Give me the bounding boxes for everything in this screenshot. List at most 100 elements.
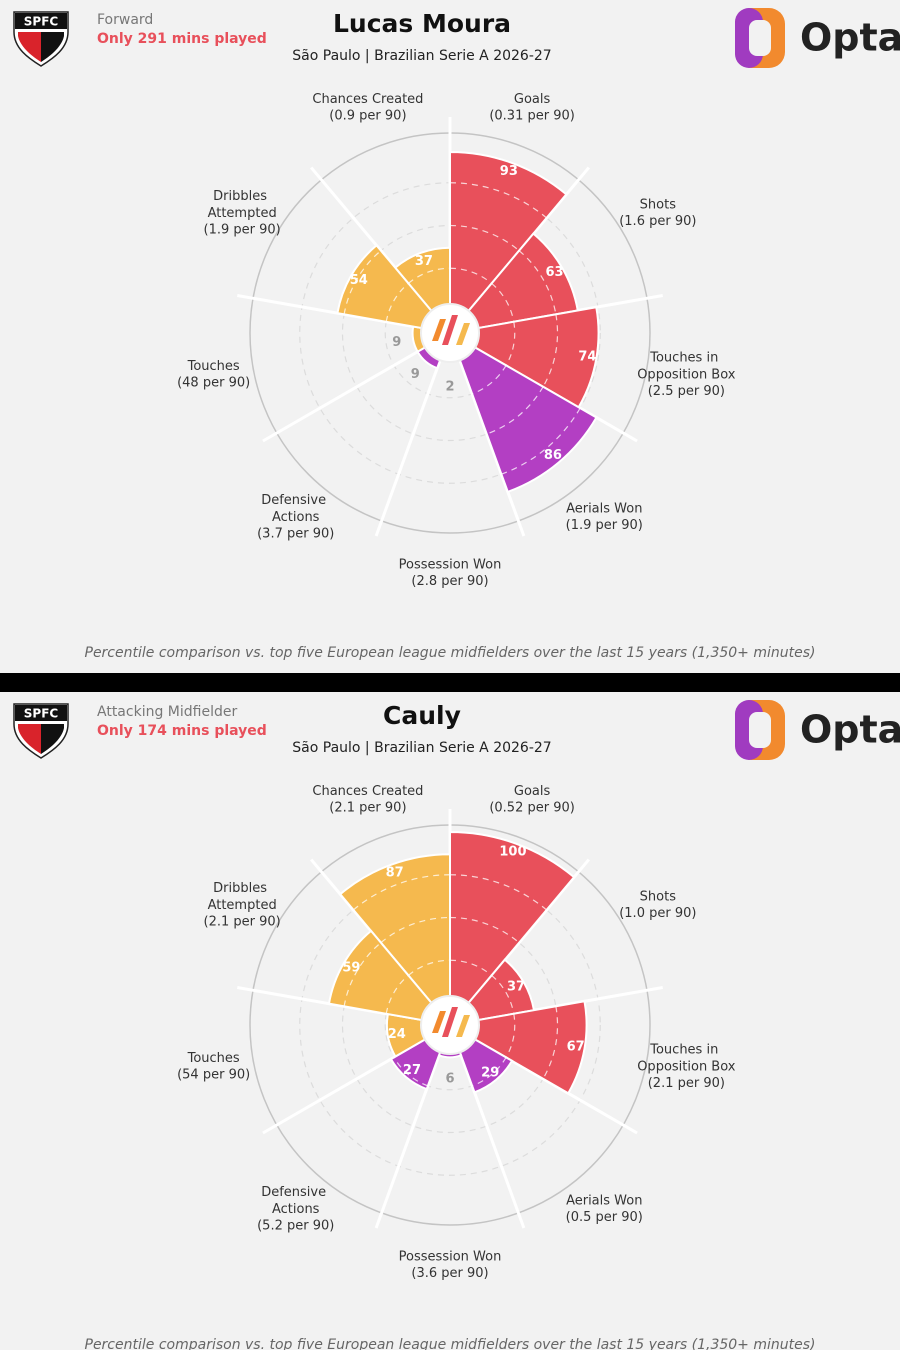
slice-ring [491, 282, 515, 322]
category-label: Possession Won [399, 557, 502, 572]
value-label: 27 [403, 1063, 421, 1078]
per90-label: (48 per 90) [177, 376, 250, 391]
value-label: 59 [342, 961, 360, 976]
logo-hole [749, 20, 771, 56]
per90-label: (0.52 per 90) [489, 800, 575, 815]
slice-ring [449, 874, 547, 911]
value-label: 100 [499, 845, 526, 860]
slice-ring [491, 974, 515, 1014]
slice-ring [353, 874, 451, 911]
value-label: 37 [507, 979, 525, 994]
position: Forward [97, 12, 153, 28]
category-label: Goals [514, 783, 551, 798]
category-label: Goals [514, 91, 551, 106]
slice-ring [505, 321, 516, 366]
value-label: 2 [445, 380, 454, 395]
center-logo-mark [442, 1007, 458, 1037]
subtitle: São Paulo | Brazilian Serie A 2026-27 [292, 740, 551, 756]
center-logo-mark [432, 1011, 446, 1033]
slice-ring [471, 365, 507, 395]
value-label: 9 [411, 367, 420, 382]
per90-label: (5.2 per 90) [257, 1218, 334, 1233]
category-label: Defensive Actions [261, 1184, 330, 1216]
badge-stripe [41, 724, 64, 754]
slice-ring [449, 224, 520, 252]
slice-ring [542, 314, 559, 388]
slice-ring [542, 1006, 559, 1080]
center-logo-mark [442, 315, 458, 345]
category-label: Touches [187, 1051, 240, 1066]
per90-label: (54 per 90) [177, 1068, 250, 1083]
per90-label: (0.9 per 90) [329, 108, 406, 123]
badge-band [15, 705, 67, 721]
value-label: 87 [386, 865, 404, 880]
slice-ring [407, 959, 451, 976]
per90-label: (2.5 per 90) [648, 384, 725, 399]
value-label: 9 [392, 335, 401, 350]
badge-stripe [18, 32, 41, 62]
slice-divider [374, 353, 444, 537]
center-logo-mark [432, 319, 446, 341]
slice-ring [380, 916, 451, 944]
category-label: Chances Created [312, 783, 423, 798]
category-label: Touches [187, 359, 240, 374]
footnote: Percentile comparison vs. top five Europ… [85, 1337, 816, 1350]
per90-label: (1.6 per 90) [619, 214, 696, 229]
category-label: Chances Created [312, 91, 423, 106]
category-label: Dribbles Attempted [208, 881, 277, 913]
value-label: 54 [350, 273, 368, 288]
badge-stripe [18, 724, 41, 754]
per90-label: (1.9 per 90) [204, 223, 281, 238]
per90-label: (3.6 per 90) [411, 1266, 488, 1281]
value-label: 6 [445, 1072, 454, 1087]
per90-label: (3.7 per 90) [257, 526, 334, 541]
brand-logo: Opta [735, 700, 900, 760]
value-label: 24 [388, 1027, 406, 1042]
category-label: Dribbles Attempted [208, 189, 277, 221]
slice-ring [407, 267, 451, 284]
minutes-note: Only 291 mins played [97, 31, 267, 47]
badge-text: SPFC [24, 15, 59, 29]
badge-stripe [41, 32, 64, 62]
per90-label: (2.8 per 90) [411, 574, 488, 589]
slice-ring [505, 1013, 516, 1058]
per90-label: (1.0 per 90) [619, 906, 696, 921]
minutes-note: Only 174 mins played [97, 723, 267, 739]
value-label: 86 [544, 448, 562, 463]
slice-ring [343, 250, 382, 315]
slice-ring [449, 182, 547, 219]
category-label: Aerials Won [566, 501, 642, 516]
slice-ring [501, 407, 581, 475]
slice-ring [449, 916, 520, 944]
per90-label: (0.5 per 90) [566, 1210, 643, 1225]
brand: Opta [800, 16, 900, 60]
slice-divider [262, 342, 432, 443]
slice-ring [486, 386, 544, 435]
category-label: Aerials Won [566, 1193, 642, 1208]
category-label: Shots [640, 889, 677, 904]
slice-ring [471, 1057, 507, 1087]
value-label: 67 [567, 1040, 585, 1055]
category-label: Shots [640, 197, 677, 212]
slice-ring [449, 267, 493, 284]
center-logo-mark [456, 1015, 470, 1037]
badge-text: SPFC [24, 707, 59, 721]
value-label: 29 [481, 1065, 499, 1080]
brand: Opta [800, 708, 900, 752]
category-label: Touches in Opposition Box [637, 350, 736, 382]
title: Lucas Moura [333, 9, 511, 38]
value-label: 63 [546, 265, 564, 280]
slice-ring [385, 974, 409, 1014]
title: Cauly [383, 701, 461, 730]
per90-label: (1.9 per 90) [566, 518, 643, 533]
footnote: Percentile comparison vs. top five Europ… [85, 645, 816, 661]
slice-ring [343, 942, 382, 1007]
panel: SPFC Attacking Midfielder Only 174 mins pl… [13, 700, 900, 1350]
panel: SPFC Forward Only 291 mins played Lucas Mou… [13, 8, 900, 661]
per90-label: (2.1 per 90) [648, 1076, 725, 1091]
center-logo-mark [456, 323, 470, 345]
subtitle: São Paulo | Brazilian Serie A 2026-27 [292, 48, 551, 64]
value-label: 93 [500, 164, 518, 179]
position: Attacking Midfielder [97, 704, 237, 720]
